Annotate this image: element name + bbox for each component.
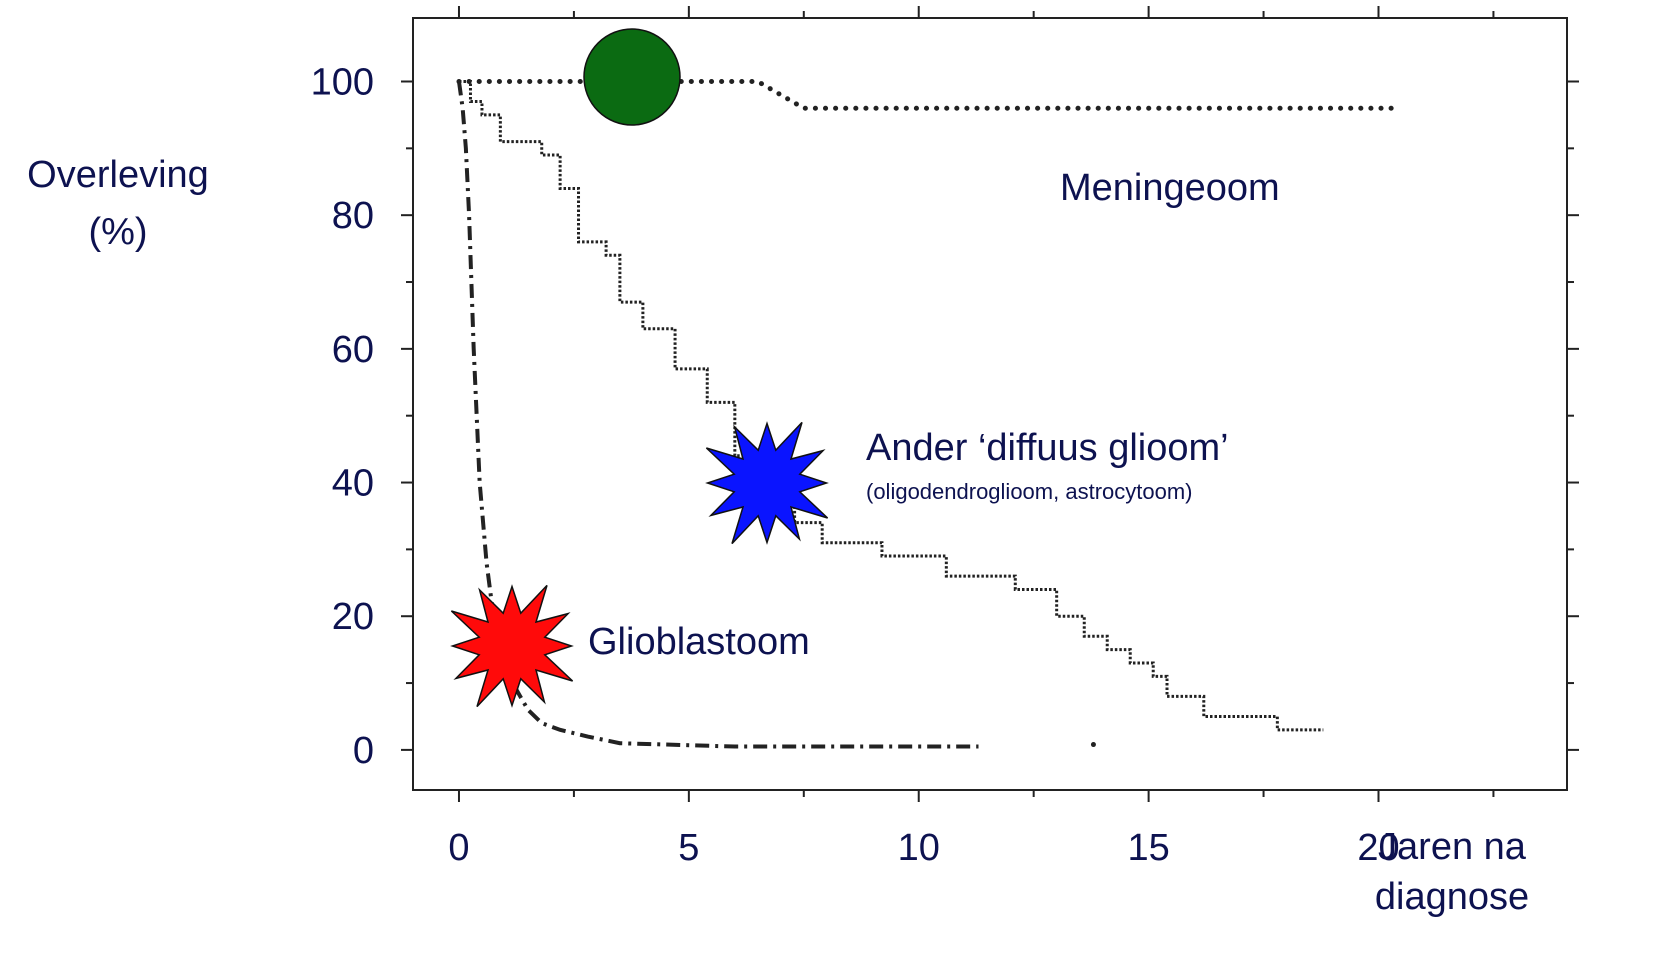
series-label-glioblastoom: Glioblastoom: [588, 621, 810, 663]
red-starburst-marker: [450, 584, 574, 708]
y-tick-labels: 0 20 40 60 80 100: [311, 61, 374, 771]
series-label-diffuus-glioom-sub: (oligodendroglioom, astrocytoom): [866, 479, 1193, 504]
plot-frame: [412, 17, 1568, 791]
y-axis-label-line2: (%): [88, 211, 147, 253]
y-tick-label: 40: [332, 463, 374, 505]
y-tick-label: 20: [332, 596, 374, 638]
y-tick-label: 100: [311, 61, 374, 103]
x-tick-label: 10: [898, 827, 940, 869]
green-circle-marker: [583, 28, 681, 126]
x-tick-label: 20: [1357, 827, 1399, 869]
x-axis-label-line1: Jaren na: [1378, 826, 1527, 868]
blue-starburst-marker: [705, 421, 829, 545]
series-label-meningeoom: Meningeoom: [1060, 167, 1280, 209]
axis-ticks: [401, 6, 1579, 802]
x-tick-label: 0: [448, 827, 469, 869]
y-axis-label-line1: Overleving: [27, 154, 209, 196]
x-axis-label-line2: diagnose: [1375, 876, 1529, 918]
x-tick-label: 15: [1127, 827, 1169, 869]
x-tick-labels: 0 5 10 15 20: [448, 827, 1399, 869]
series-point-stray: [1090, 742, 1096, 748]
y-tick-label: 80: [332, 195, 374, 237]
y-tick-label: 0: [353, 730, 374, 772]
series-label-diffuus-glioom: Ander ‘diffuus glioom’: [866, 427, 1229, 469]
series-markers: [450, 28, 829, 708]
y-tick-label: 60: [332, 329, 374, 371]
x-tick-label: 5: [678, 827, 699, 869]
